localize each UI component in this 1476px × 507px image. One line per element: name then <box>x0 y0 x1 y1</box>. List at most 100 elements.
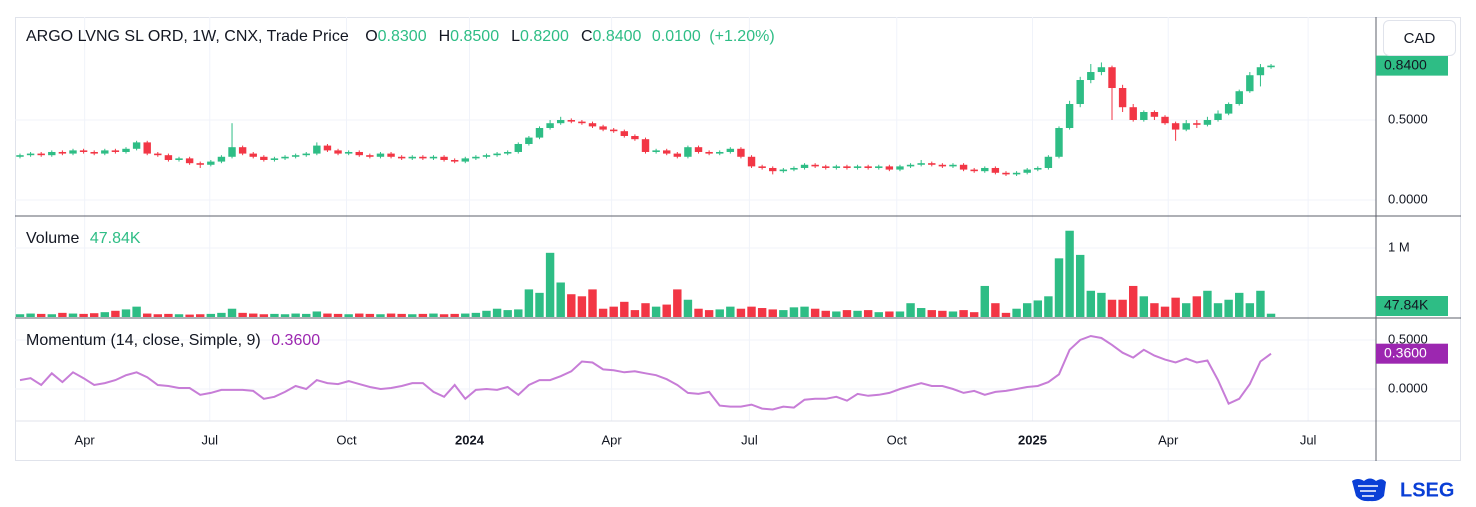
candle-body <box>58 151 67 154</box>
volume-tag-bg <box>1376 296 1448 316</box>
candle-body <box>1055 127 1063 157</box>
volume-bar <box>959 310 968 317</box>
volume-bar <box>906 303 915 317</box>
candle-body <box>419 156 427 159</box>
candle-body <box>896 166 904 170</box>
volume-tag: 47.84K <box>1384 297 1429 313</box>
candle-body <box>1140 112 1148 120</box>
volume-bar <box>1256 290 1265 317</box>
volume-bar <box>206 313 216 317</box>
candle-body <box>440 156 448 160</box>
candle-body <box>556 119 565 124</box>
candle-body <box>1087 72 1095 81</box>
candle-body <box>366 155 374 157</box>
ohlc-key: L <box>511 28 520 45</box>
candle-body <box>37 153 45 156</box>
volume-bar <box>270 313 279 317</box>
x-tick-label: Apr <box>1158 432 1179 447</box>
candle-body <box>853 166 862 168</box>
ohlc-value: 0.8200 <box>520 28 569 45</box>
volume-bar <box>768 309 777 317</box>
ohlc-key: H <box>438 28 451 45</box>
volume-bar <box>249 313 258 317</box>
candle-body <box>1023 169 1031 173</box>
ohlc-value: 0.8300 <box>377 28 427 45</box>
volume-bar <box>810 308 820 317</box>
candle-body <box>1182 123 1190 130</box>
volume-bar <box>79 313 88 317</box>
volume-bar <box>853 310 862 317</box>
candle-body <box>1161 116 1169 124</box>
volume-bar <box>916 308 926 317</box>
logo-icon <box>1352 478 1386 502</box>
candle-body <box>758 166 766 168</box>
candle-body <box>641 139 650 152</box>
candle-body <box>991 167 1000 173</box>
candle-body <box>270 158 279 160</box>
momentum-title: Momentum (14, close, Simple, 9) <box>26 332 261 349</box>
volume-bar <box>651 306 661 317</box>
candle-body <box>26 153 35 156</box>
candle-body <box>588 123 597 127</box>
volume-bar <box>577 296 587 317</box>
logo-icon-detail <box>1358 485 1378 497</box>
volume-bar <box>821 310 830 317</box>
candle-body <box>260 156 268 160</box>
momentum-line <box>19 334 1272 411</box>
volume-bar <box>36 313 46 317</box>
volume-bar <box>15 314 25 317</box>
volume-bar <box>259 314 269 317</box>
candle-body <box>185 158 194 164</box>
candle-body <box>949 164 957 167</box>
candle-body <box>843 166 851 168</box>
volume-bar <box>1245 303 1255 317</box>
volume-bar <box>365 313 375 317</box>
ohlc-value: 0.8400 <box>592 28 642 45</box>
volume-bar <box>588 289 597 317</box>
volume-bar <box>863 310 873 317</box>
x-tick-label: 2024 <box>455 432 485 447</box>
last-price-tag: 0.8400 <box>1384 56 1427 72</box>
y-tick-label: 0.0000 <box>1388 380 1428 395</box>
x-tick-label: 2025 <box>1018 432 1047 447</box>
candle-body <box>737 148 745 157</box>
volume-bar <box>948 311 958 317</box>
volume-bar <box>323 313 332 317</box>
candle-body <box>503 151 512 154</box>
candle-body <box>652 150 660 152</box>
logo-text: LSEG <box>1400 479 1454 501</box>
candle-body <box>1118 88 1127 108</box>
change: 0.0100 <box>651 28 701 45</box>
volume-bar <box>344 314 353 317</box>
candle-body <box>1267 65 1275 68</box>
volume-bar <box>1107 299 1117 317</box>
volume-bar <box>1128 285 1138 317</box>
volume-bar <box>800 306 809 317</box>
volume-bar <box>885 311 894 317</box>
candle-body <box>355 151 363 156</box>
volume-bar <box>630 310 640 317</box>
volume-bar <box>58 312 67 317</box>
candle-body <box>609 129 618 132</box>
candle-body <box>493 153 501 156</box>
volume-bar <box>842 310 852 317</box>
candle-body <box>716 151 724 154</box>
volume-bar <box>535 292 544 317</box>
volume-bar <box>545 252 555 317</box>
candle-body <box>620 131 629 136</box>
volume-bar <box>174 314 184 317</box>
candle-body <box>885 166 894 170</box>
candle-body <box>1002 172 1010 175</box>
volume-bar <box>1012 308 1021 317</box>
volume-bar <box>26 313 35 317</box>
volume-bar <box>47 314 57 317</box>
candle-body <box>1012 172 1021 175</box>
volume-bar <box>747 306 756 317</box>
volume-bar <box>789 307 799 317</box>
volume-bar <box>895 311 905 317</box>
currency-button[interactable]: CAD <box>1383 20 1456 56</box>
candle-body <box>906 164 915 167</box>
x-tick-label: Jul <box>201 432 218 447</box>
